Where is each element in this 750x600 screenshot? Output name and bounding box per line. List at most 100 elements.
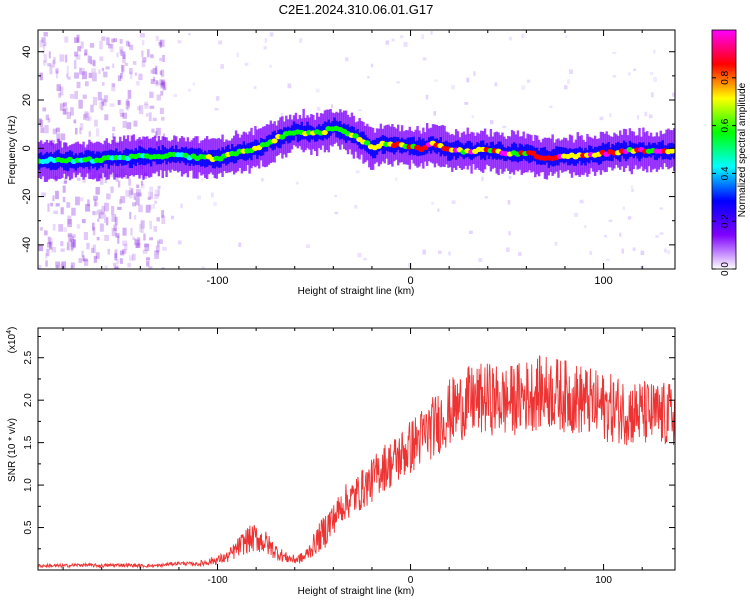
spectrogram-noise-cell	[129, 186, 132, 196]
spectrogram-noise-cell	[132, 236, 135, 240]
spectrogram-noise-cell	[159, 107, 164, 115]
spectrogram-noise-cell	[508, 36, 513, 41]
spectrogram-noise-cell	[637, 115, 640, 120]
spectrogram-noise-cell	[142, 249, 148, 254]
spectrogram-ridge-band	[314, 128, 317, 142]
spectrogram-noise-cell	[79, 67, 82, 75]
spectrogram-noise-cell	[433, 111, 436, 116]
spectrogram-noise-cell	[56, 133, 61, 142]
snr-x-axis-label: Height of straight line (km)	[298, 586, 415, 597]
spectrogram-noise-cell	[565, 35, 568, 39]
spectrogram-noise-cell	[149, 91, 154, 98]
spectrogram-noise-cell	[116, 258, 119, 265]
spectrogram-noise-cell	[116, 52, 119, 58]
spectrogram-noise-cell	[115, 174, 119, 182]
spectrogram-noise-cell	[84, 53, 87, 57]
spectrogram-noise-cell	[396, 81, 400, 84]
spectrogram-noise-cell	[100, 98, 104, 105]
spectrogram-noise-cell	[569, 69, 573, 74]
spectrogram-y-tick-label: -40	[21, 237, 33, 253]
spectrogram-noise-cell	[78, 99, 83, 109]
spectrogram-noise-cell	[159, 57, 162, 62]
spectrogram-noise-cell	[148, 112, 152, 122]
colorbar-tick-label: 0.2	[720, 214, 731, 228]
spectrogram-noise-cell	[507, 199, 511, 205]
spectrogram-noise-cell	[143, 233, 146, 241]
spectrogram-noise-cell	[299, 38, 303, 43]
spectrogram-noise-cell	[632, 247, 636, 251]
spectrogram-noise-cell	[627, 72, 631, 76]
spectrogram-noise-cell	[90, 104, 94, 113]
spectrogram-noise-cell	[151, 128, 155, 133]
spectrogram-noise-cell	[101, 205, 106, 215]
spectrogram-noise-cell	[76, 81, 81, 89]
spectrogram-noise-cell	[47, 63, 52, 67]
spectrogram-noise-cell	[113, 224, 117, 232]
spectrogram-noise-cell	[156, 217, 160, 222]
colorbar-tick-label: 0.0	[720, 262, 731, 276]
spectrogram-noise-cell	[98, 69, 101, 74]
colorbar-ticks: 0.0 0.2 0.4 0.6 0.8	[712, 70, 736, 276]
spectrogram-noise-cell	[156, 250, 159, 255]
spectrogram-noise-cell	[46, 242, 52, 248]
spectrogram-x-tick-label: -100	[207, 275, 229, 287]
spectrogram-noise-cell	[52, 128, 58, 135]
spectrogram-noise-cell	[67, 234, 73, 243]
spectrogram-noise-cell	[158, 239, 163, 245]
spectrogram-noise-cell	[140, 220, 145, 229]
spectrogram-noise-cell	[148, 191, 151, 201]
spectrogram-noise-cell	[589, 250, 593, 255]
spectrogram-noise-cell	[109, 172, 114, 178]
spectrogram-noise-cell	[96, 236, 100, 241]
spectrogram-noise-cell	[407, 262, 412, 268]
spectrogram-noise-cell	[521, 85, 526, 90]
spectrogram-noise-cell	[210, 192, 214, 198]
spectrogram-noise-cell	[135, 189, 141, 197]
spectrogram-noise-cell	[92, 72, 97, 82]
spectrogram-noise-cell	[44, 230, 48, 236]
spectrogram-noise-cell	[640, 250, 645, 256]
spectrogram-noise-cell	[39, 39, 44, 48]
spectrogram-noise-cell	[84, 49, 88, 55]
spectrogram-noise-cell	[119, 258, 123, 264]
spectrogram-noise-cell	[125, 40, 130, 47]
spectrogram-noise-cell	[631, 188, 634, 192]
spectrogram-y-tick-label: 20	[21, 94, 33, 106]
spectrogram-noise-cell	[149, 105, 155, 109]
spectrogram-noise-cell	[128, 67, 133, 75]
spectrogram-noise-cell	[97, 218, 100, 222]
spectrogram-noise-cell	[125, 100, 130, 109]
spectrogram-noise-cell	[145, 204, 151, 213]
spectrogram-noise-cell	[89, 43, 95, 48]
spectrogram-noise-cell	[391, 38, 395, 42]
spectrogram-noise-cell	[659, 232, 664, 235]
spectrogram-noise-cell	[79, 123, 84, 130]
spectrogram-noise-cell	[121, 65, 125, 72]
spectrogram-noise-cell	[261, 178, 264, 182]
spectrogram-noise-cell	[53, 57, 56, 65]
spectrogram-noise-cell	[494, 82, 498, 87]
spectrogram-noise-cell	[117, 100, 121, 106]
spectrogram-noise-cell	[148, 266, 153, 269]
spectrogram-noise-cell	[64, 107, 68, 115]
spectrogram-noise-cell	[72, 236, 75, 241]
spectrogram-noise-cell	[120, 73, 123, 79]
spectrogram-noise-cell	[43, 42, 47, 47]
snr-multiplier-exponent: 4	[6, 330, 13, 334]
spectrogram-noise-cell	[220, 64, 224, 69]
spectrogram-x-axis-label: Height of straight line (km)	[298, 286, 415, 297]
spectrogram-noise-cell	[621, 248, 624, 254]
spectrogram-noise-cell	[66, 202, 71, 208]
spectrogram-noise-cell	[150, 78, 155, 84]
spectrogram-noise-cell	[67, 76, 71, 80]
spectrogram-noise-cell	[112, 63, 115, 69]
spectrogram-noise-cell	[450, 85, 455, 90]
spectrogram-noise-cell	[584, 225, 587, 228]
spectrogram-marks	[38, 30, 675, 269]
spectrogram-noise-cell	[121, 249, 127, 254]
spectrogram-noise-cell	[94, 119, 98, 127]
snr-axes: -100 0 100 0.5 1.0 1.5 2.0 2.5	[23, 328, 675, 586]
spectrogram-noise-cell	[264, 38, 267, 43]
spectrogram-noise-cell	[155, 65, 158, 75]
spectrogram-noise-cell	[354, 205, 358, 209]
